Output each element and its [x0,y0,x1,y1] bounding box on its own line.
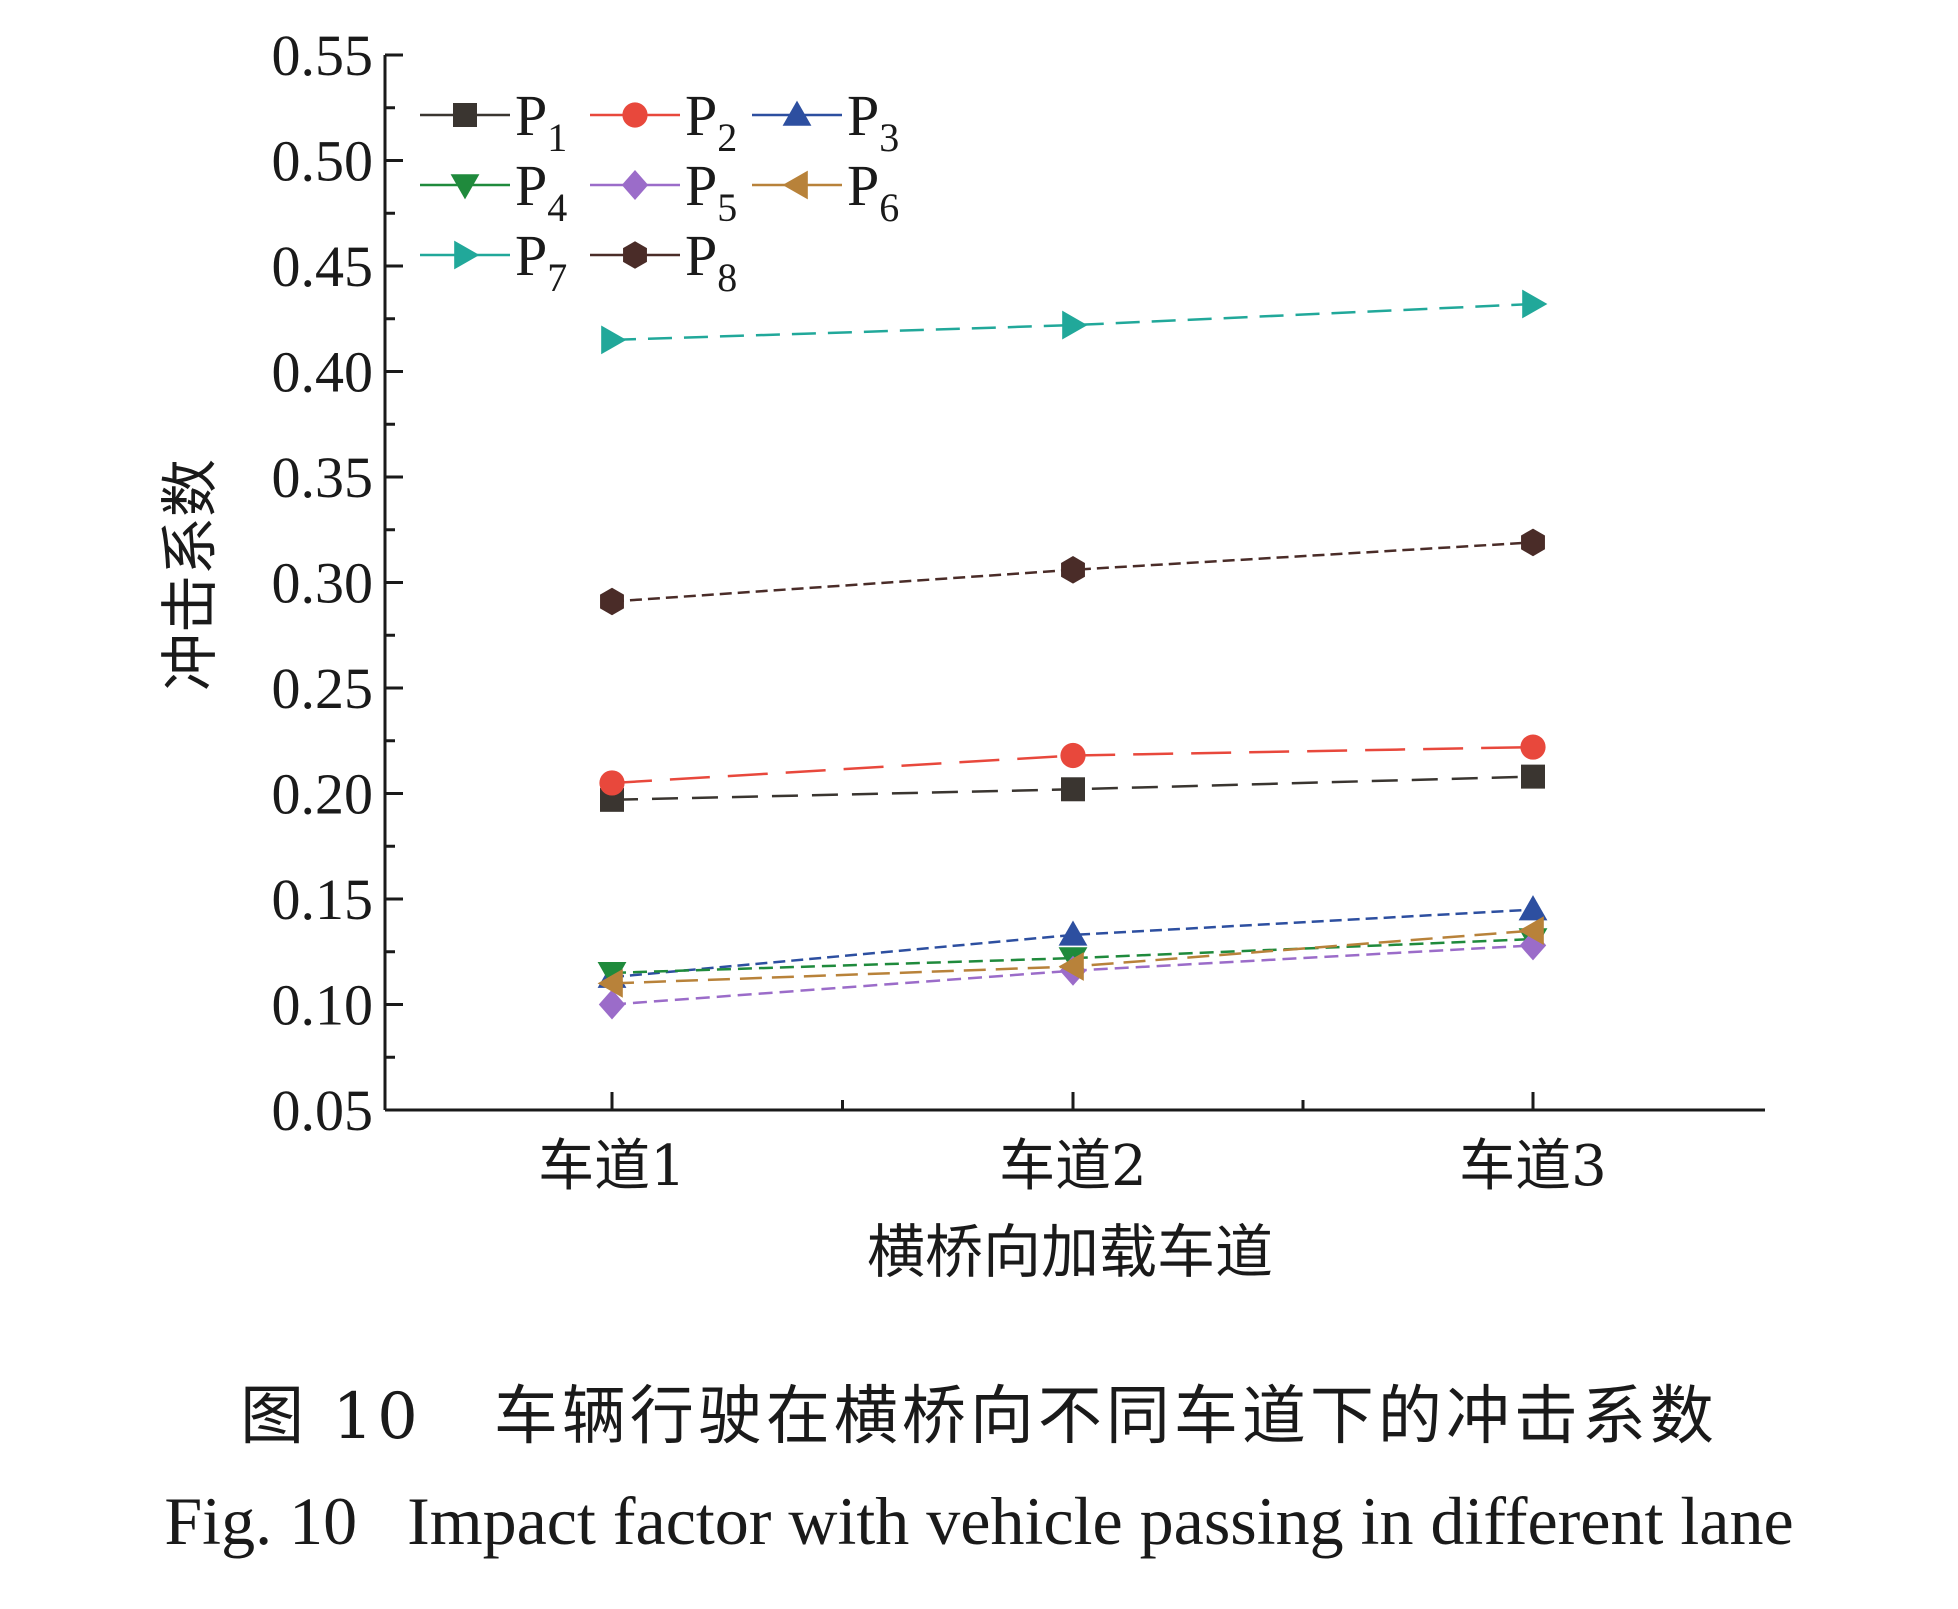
data-point-p8 [1061,556,1085,584]
legend-label: P2 [685,83,737,160]
legend-item-p2: P2 [590,83,737,160]
data-point-p8 [600,587,624,616]
axes: 0.05 0.10 0.15 0.20 0.25 0.30 0.35 0.40 0.45 0.50… [272,23,1765,1199]
y-axis-title: 冲击系数 [156,459,224,691]
legend-label: P7 [515,223,567,300]
data-point-p5 [598,989,626,1020]
x-category-label: 车道2 [999,1134,1147,1199]
y-tick-label: 0.40 [272,340,374,405]
y-tick-label: 0.35 [272,445,374,510]
y-tick-label: 0.10 [272,973,374,1038]
legend-item-p5: P5 [590,153,737,230]
legend-swatch-marker [782,170,808,200]
legend-item-p1: P1 [420,83,567,160]
y-tick-label: 0.20 [272,762,374,827]
legend: P1 P2 P3 P4 P5 P6 P7 P8 [420,83,899,300]
y-tick-label: 0.55 [272,23,374,88]
legend-swatch-marker [453,103,477,127]
legend-swatch-marker [622,102,648,128]
legend-label: P8 [685,223,737,300]
legend-item-p6: P6 [752,153,899,230]
series-line-p3 [611,908,1534,979]
x-axis-title: 横桥向加载车道 [867,1218,1273,1286]
data-point-p2 [599,770,625,796]
figure-caption-english: Fig. 10 Impact factor with vehicle passin… [0,1482,1958,1561]
caption-en-label: Fig. 10 [164,1483,358,1559]
data-point-p6 [597,969,623,998]
series-line-p7 [611,302,1534,342]
figure-caption-chinese: 图 10 车辆行驶在横桥向不同车道下的冲击系数 [0,1365,1958,1457]
y-tick-label: 0.25 [272,656,374,721]
caption-en-text: Impact factor with vehicle passing in di… [407,1483,1794,1559]
data-point-p7 [601,325,627,355]
legend-label: P5 [685,153,737,230]
data-point-p7 [1062,310,1088,340]
y-tick-label: 0.30 [272,551,374,616]
series-p1 [600,764,1545,812]
data-point-p2 [1060,742,1086,769]
x-category-label: 车道3 [1459,1134,1607,1199]
legend-item-p7: P7 [420,223,567,300]
data-point-p4 [597,962,627,988]
legend-swatch-marker [450,174,480,200]
x-category-label: 车道1 [538,1134,686,1199]
data-point-p1 [1521,764,1545,789]
data-point-p3 [1058,920,1088,946]
series-line-p2 [611,745,1534,785]
caption-cn-label: 图 10 [240,1380,422,1454]
series-p8 [600,528,1545,616]
legend-swatch-marker [782,100,812,126]
legend-swatch-marker [623,241,647,269]
legend-item-p3: P3 [752,83,899,160]
data-point-p7 [1522,289,1548,319]
legend-item-p4: P4 [420,153,567,230]
data-point-p3 [1518,895,1548,921]
series-p6 [597,916,1544,998]
series-p2 [599,734,1546,796]
data-point-p2 [1520,734,1546,760]
series-p7 [601,289,1548,355]
legend-label: P6 [847,153,899,230]
y-tick-label: 0.15 [272,867,374,932]
y-tick-label: 0.45 [272,234,374,299]
caption-cn-text: 车辆行驶在横桥向不同车道下的冲击系数 [493,1380,1718,1454]
legend-label: P3 [847,83,899,160]
legend-swatch-marker [454,240,480,270]
legend-swatch-marker [621,170,649,200]
line-chart: 0.05 0.10 0.15 0.20 0.25 0.30 0.35 0.40 0.45 0.50… [156,23,1765,1286]
legend-label: P4 [515,153,567,230]
data-point-p8 [1521,528,1545,557]
legend-label: P1 [515,83,567,160]
y-tick-label: 0.50 [272,129,374,194]
y-tick-label: 0.05 [272,1078,374,1143]
data-point-p6 [1518,916,1544,946]
data-point-p1 [1061,777,1085,802]
series-line-p4 [611,937,1534,975]
legend-item-p8: P8 [590,223,737,300]
series-layer [597,289,1548,1020]
series-line-p8 [611,541,1534,603]
data-point-p6 [1058,952,1084,981]
